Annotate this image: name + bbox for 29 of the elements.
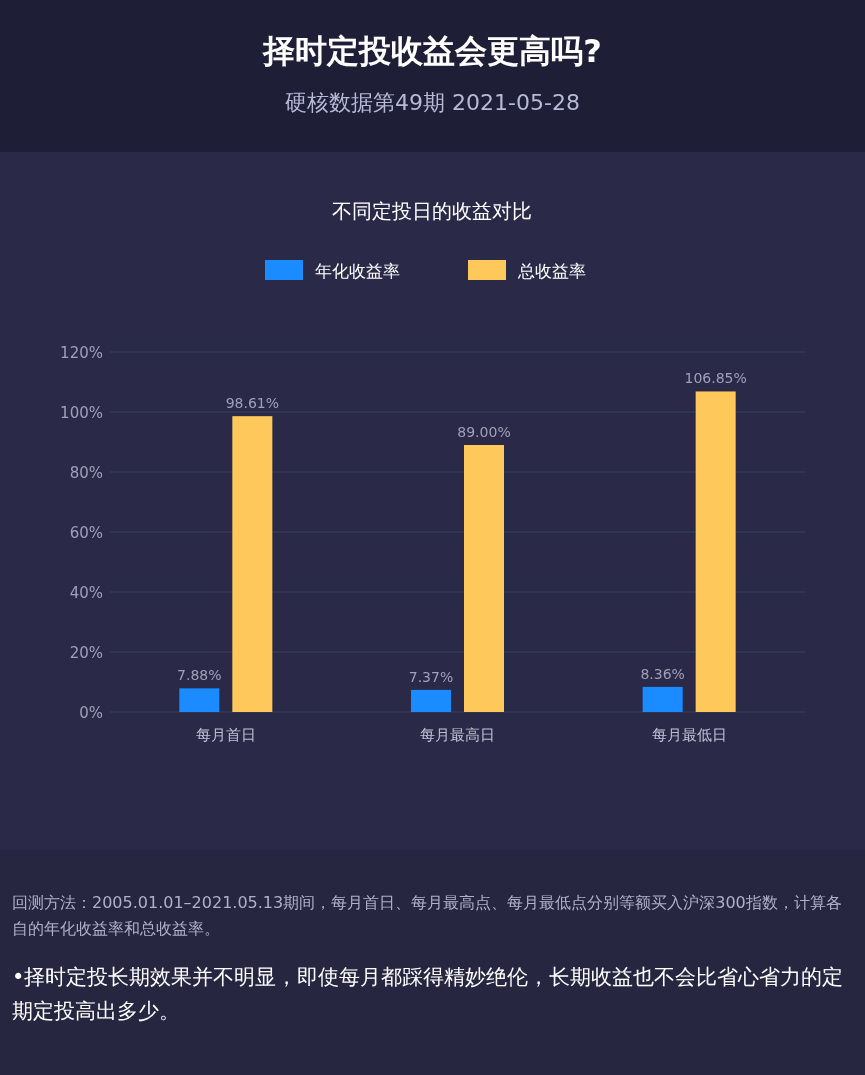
legend-label: 总收益率 — [517, 261, 586, 281]
bar — [179, 688, 220, 712]
text: 回测方法：2005.01.01–2021.05.13期间，每月首日、每月最高点、每月最低点分别等额买入沪深300指数，计算各自的年化收益率和总收益率。 — [12, 892, 843, 940]
legend-label: 年化收益率 — [315, 261, 400, 281]
bar — [411, 689, 451, 712]
data-label: 106.85% — [684, 370, 747, 387]
y-tick-label: 80% — [69, 464, 103, 482]
data-label: 8.36% — [640, 665, 685, 682]
y-tick-label: 40% — [69, 584, 103, 602]
y-tick-label: 0% — [79, 704, 103, 722]
bar — [642, 686, 683, 712]
y-tick-label: 60% — [69, 524, 103, 542]
data-label: 7.88% — [177, 667, 222, 684]
y-tick-label: 120% — [60, 344, 103, 362]
bar — [232, 416, 273, 712]
y-tick-label: 100% — [60, 404, 103, 422]
data-label: 7.37% — [408, 668, 454, 685]
text: 不同定投日的收益对比 — [332, 199, 532, 223]
x-tick-label: 每月最低日 — [651, 726, 727, 744]
x-tick-label: 每月最高日 — [420, 726, 495, 744]
x-tick-label: 每月首日 — [195, 726, 256, 744]
chart-title: 择时定投收益会更高吗? — [261, 31, 603, 72]
data-label: 98.61% — [225, 395, 280, 412]
y-tick-label: 20% — [69, 644, 103, 662]
text: •择时定投长期效果并不明显，即使每月都踩得精妙绝伦，长期收益也不会比省心省力的定期定投高出多少。 — [12, 964, 845, 1025]
data-label: 89.00% — [457, 424, 511, 440]
bar — [464, 445, 504, 712]
bar — [695, 391, 736, 712]
chart-subtitle: 硬核数据第49期 2021-05-28 — [284, 89, 581, 117]
